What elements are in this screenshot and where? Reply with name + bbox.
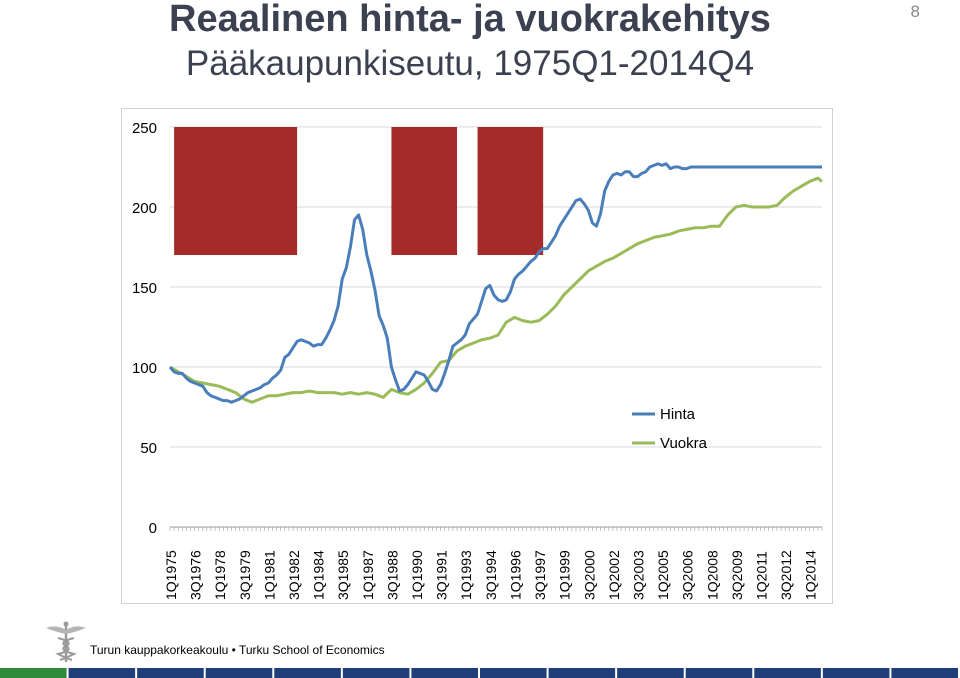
- footer-bar-segment: [0, 668, 67, 678]
- x-tick-label: 3Q1982: [286, 550, 302, 600]
- x-tick-label: 3Q1997: [532, 550, 548, 600]
- x-tick-label: 1Q1978: [212, 550, 228, 600]
- x-tick-label: 1Q1990: [409, 550, 425, 600]
- footer-bar-segment: [137, 668, 204, 678]
- x-tick-label: 1Q1984: [311, 550, 327, 600]
- x-tick-label: 1Q1999: [557, 550, 573, 600]
- y-tick-label: 250: [132, 120, 157, 137]
- caduceus-icon: [46, 621, 86, 662]
- shaded-region: [477, 127, 544, 255]
- x-tick-label: 1Q2014: [803, 550, 819, 600]
- x-tick-label: 3Q2006: [680, 550, 696, 600]
- x-tick-label: 3Q2000: [581, 550, 597, 600]
- x-tick-label: 3Q2009: [729, 550, 745, 600]
- footer-bar: [0, 668, 958, 678]
- x-tick-label: 1Q1987: [360, 550, 376, 600]
- line-chart: 0 50 100 150 200 250 1Q1975 3Q1976 1Q1978 3Q1979 1…: [132, 120, 823, 600]
- series-line-vuokra: [169, 176, 823, 404]
- x-tick-label: 3Q1988: [384, 550, 400, 600]
- x-tick-label: 3Q1991: [434, 550, 450, 600]
- x-tick-label: 3Q2012: [778, 550, 794, 600]
- shaded-region: [174, 127, 298, 255]
- x-tick-label: 3Q1994: [483, 550, 499, 600]
- x-tick-label: 1Q1981: [261, 550, 277, 600]
- footer-bar-segment: [891, 668, 958, 678]
- x-tick-label: 1Q1993: [458, 550, 474, 600]
- shaded-region: [391, 127, 458, 255]
- x-tick-label: 3Q2003: [630, 550, 646, 600]
- footer-bar-segment: [617, 668, 684, 678]
- footer-bar-segment: [754, 668, 821, 678]
- footer-text: Turun kauppakorkeakoulu • Turku School o…: [90, 643, 385, 657]
- legend-label: Hinta: [660, 406, 696, 423]
- footer-bar-segment: [480, 668, 547, 678]
- y-tick-label: 100: [132, 360, 157, 377]
- y-tick-label: 200: [132, 200, 157, 217]
- x-tick-label: 1Q2011: [753, 551, 769, 600]
- x-tick-label: 3Q1976: [188, 550, 204, 600]
- x-tick-label: 3Q1979: [237, 550, 253, 600]
- y-tick-label: 0: [149, 520, 157, 537]
- footer-bar-segment: [342, 668, 410, 678]
- footer-bar-segment: [411, 668, 478, 678]
- footer-bar-segment: [68, 668, 136, 678]
- footer-bar-segment: [685, 668, 753, 678]
- y-tick-label: 150: [132, 280, 157, 297]
- y-tick-label: 50: [140, 440, 157, 457]
- chart-frame: [121, 108, 833, 604]
- series-line-hinta: [168, 162, 822, 404]
- x-tick-label: 1Q2005: [655, 550, 671, 600]
- chart-subtitle: Pääkaupunkiseutu, 1975Q1-2014Q4: [185, 44, 755, 83]
- footer-bar-segment: [274, 668, 341, 678]
- x-tick-label: 3Q1985: [335, 550, 351, 600]
- x-tick-label: 1Q1975: [163, 550, 179, 600]
- footer-bar-segment: [548, 668, 616, 678]
- chart-title: Reaalinen hinta- ja vuokrakehitys: [169, 0, 771, 40]
- footer-bar-segment: [205, 668, 273, 678]
- page-number: 8: [910, 2, 920, 21]
- x-tick-label: 1Q1996: [507, 550, 523, 600]
- legend-label: Vuokra: [660, 435, 708, 452]
- footer-bar-segment: [822, 668, 890, 678]
- x-tick-label: 1Q2008: [704, 550, 720, 600]
- x-tick-label: 1Q2002: [606, 550, 622, 600]
